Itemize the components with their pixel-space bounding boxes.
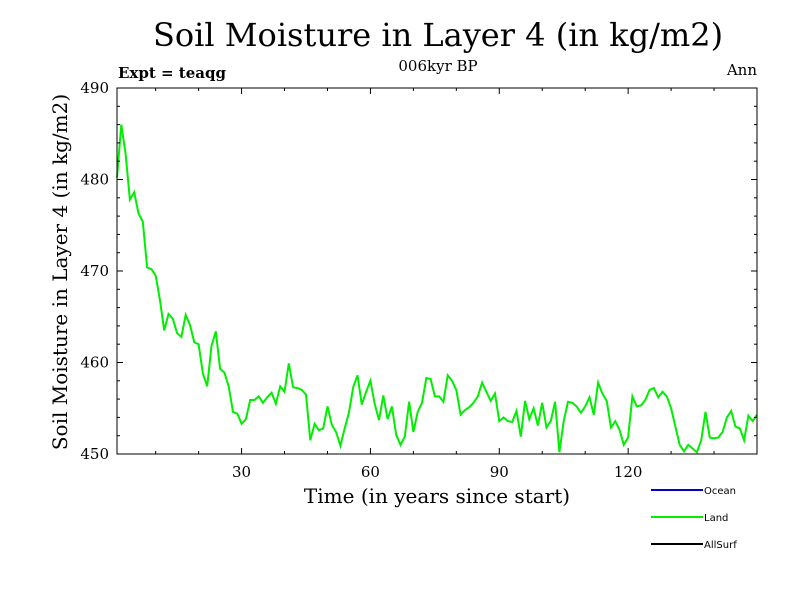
x-tick-label: 90 — [490, 463, 509, 481]
chart-title: Soil Moisture in Layer 4 (in kg/m2) — [153, 16, 723, 54]
legend-label-land: Land — [704, 513, 728, 524]
x-tick-label: 30 — [232, 463, 251, 481]
chart-subtitle: 006kyr BP — [398, 57, 477, 75]
y-axis-label: Soil Moisture in Layer 4 (in kg/m2) — [48, 94, 72, 450]
legend-label-ocean: Ocean — [704, 486, 736, 497]
legend-label-allsurf: AllSurf — [704, 540, 737, 551]
plot-frame — [116, 87, 758, 455]
y-tick-label: 450 — [80, 445, 109, 463]
y-tick-label: 460 — [80, 354, 109, 372]
y-tick-label: 480 — [80, 171, 109, 189]
series-line-land — [116, 124, 758, 454]
y-tick-label: 470 — [80, 262, 109, 280]
x-tick-label: 120 — [614, 463, 643, 481]
y-tick-label: 490 — [80, 79, 109, 97]
season-label: Ann — [726, 61, 757, 79]
x-tick-label: 60 — [361, 463, 380, 481]
x-axis-label: Time (in years since start) — [304, 484, 570, 508]
legend: Ocean Land AllSurf — [651, 486, 737, 551]
experiment-label: Expt = teaqg — [118, 64, 226, 82]
